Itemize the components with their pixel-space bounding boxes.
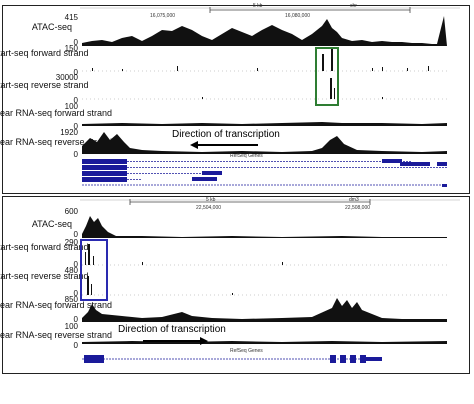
- scale-left-coordinate: 16,075,000: [150, 13, 176, 19]
- track-min-atac: 0: [73, 38, 78, 47]
- startseq-rev-signal-top: [82, 78, 447, 100]
- direction-arrow-right: [143, 337, 208, 345]
- track-max-rnaseq-rev: 1920: [60, 128, 78, 137]
- scale-length: 5 kb: [206, 197, 216, 203]
- track-label-startseq-fwd: Start-seq forward strand: [0, 242, 89, 252]
- track-label-text: Nuclear RNA-seq reverse strand: [0, 137, 112, 147]
- direction-annotation-top: Direction of transcription: [172, 129, 280, 140]
- track-min-startseq-rev: 0: [73, 96, 78, 105]
- track-label-startseq-fwd: Start-seq forward strand: [0, 48, 89, 58]
- scale-right-coordinate: 22,508,000: [345, 205, 371, 211]
- track-label-text: Nuclear RNA-seq forward strand: [0, 300, 113, 310]
- track-label-rnaseq-fwd: Nuclear RNA-seq forward strand: [0, 108, 112, 118]
- scale-left-coordinate: 22,504,000: [196, 205, 222, 211]
- gene-models-top: [82, 159, 447, 187]
- track-max-startseq-fwd: 150: [64, 44, 78, 53]
- track-min-startseq-rev: 0: [73, 289, 78, 298]
- track-label-text: Nuclear RNA-seq reverse strand: [0, 330, 113, 340]
- track-label-text: Start-seq forward strand: [0, 242, 89, 252]
- track-label-atac: ATAC-seq: [31, 22, 72, 32]
- highlight-box-tss-bottom: [80, 239, 108, 301]
- atac-signal-top: [82, 16, 447, 46]
- track-max-rnaseq-fwd: 100: [64, 102, 78, 111]
- track-min-startseq-fwd: 0: [73, 260, 78, 269]
- atac-signal-bottom: [82, 216, 447, 238]
- track-label-rnaseq-rev: Nuclear RNA-seq reverse strand: [0, 137, 112, 147]
- track-max-startseq-rev: 480: [64, 266, 78, 275]
- direction-arrow-left: [190, 141, 258, 149]
- rnaseq-fwd-signal-top: [82, 122, 447, 126]
- track-max-atac: 600: [64, 207, 78, 216]
- gene-track-label-bottom: RefSeq Genes: [230, 348, 263, 354]
- track-max-rnaseq-fwd: 850: [64, 295, 78, 304]
- scale-chromosome: chr: [350, 3, 357, 9]
- track-label-text: Start-seq forward strand: [0, 48, 89, 58]
- track-label-rnaseq-fwd: Nuclear RNA-seq forward strand: [0, 300, 112, 310]
- track-label-startseq-rev: Start-seq reverse strand: [0, 80, 89, 90]
- scale-bar-bottom: [80, 199, 460, 205]
- gene-track-label-top: RefSeq Genes: [230, 153, 263, 159]
- track-min-rnaseq-fwd: 0: [73, 122, 78, 131]
- direction-annotation-bottom: Direction of transcription: [118, 324, 226, 335]
- track-max-atac: 415: [64, 13, 78, 22]
- track-min-rnaseq-rev: 0: [73, 341, 78, 350]
- scale-right-coordinate: 16,080,000: [285, 13, 311, 19]
- track-max-startseq-rev: 30000: [55, 73, 78, 82]
- track-label-atac: ATAC-seq: [31, 219, 72, 229]
- scale-length: 5 kb: [253, 3, 263, 9]
- track-min-startseq-fwd: 0: [73, 68, 78, 77]
- rnaseq-fwd-signal-bottom: [82, 298, 447, 322]
- scale-chromosome: dm3: [349, 197, 359, 203]
- track-label-startseq-rev: Start-seq reverse strand: [0, 271, 89, 281]
- track-max-startseq-fwd: 290: [64, 238, 78, 247]
- track-min-rnaseq-fwd: 0: [73, 315, 78, 324]
- startseq-rev-signal-bottom: [82, 276, 447, 296]
- track-label-rnaseq-rev: Nuclear RNA-seq reverse strand: [0, 330, 112, 340]
- track-label-text: Nuclear RNA-seq forward strand: [0, 108, 113, 118]
- rnaseq-rev-signal-top: [82, 132, 447, 154]
- track-label-text: Start-seq reverse strand: [0, 80, 89, 90]
- track-max-rnaseq-rev: 100: [64, 322, 78, 331]
- track-label-text: Start-seq reverse strand: [0, 271, 89, 281]
- scale-bar-top: [80, 7, 460, 13]
- highlight-box-tss-top: [315, 47, 339, 106]
- gene-models-bottom: [82, 355, 382, 363]
- rnaseq-rev-signal-bottom: [82, 341, 447, 344]
- startseq-fwd-signal-top: [82, 48, 447, 72]
- startseq-fwd-signal-bottom: [82, 244, 447, 266]
- track-min-atac: 0: [73, 230, 78, 239]
- track-min-rnaseq-rev: 0: [73, 150, 78, 159]
